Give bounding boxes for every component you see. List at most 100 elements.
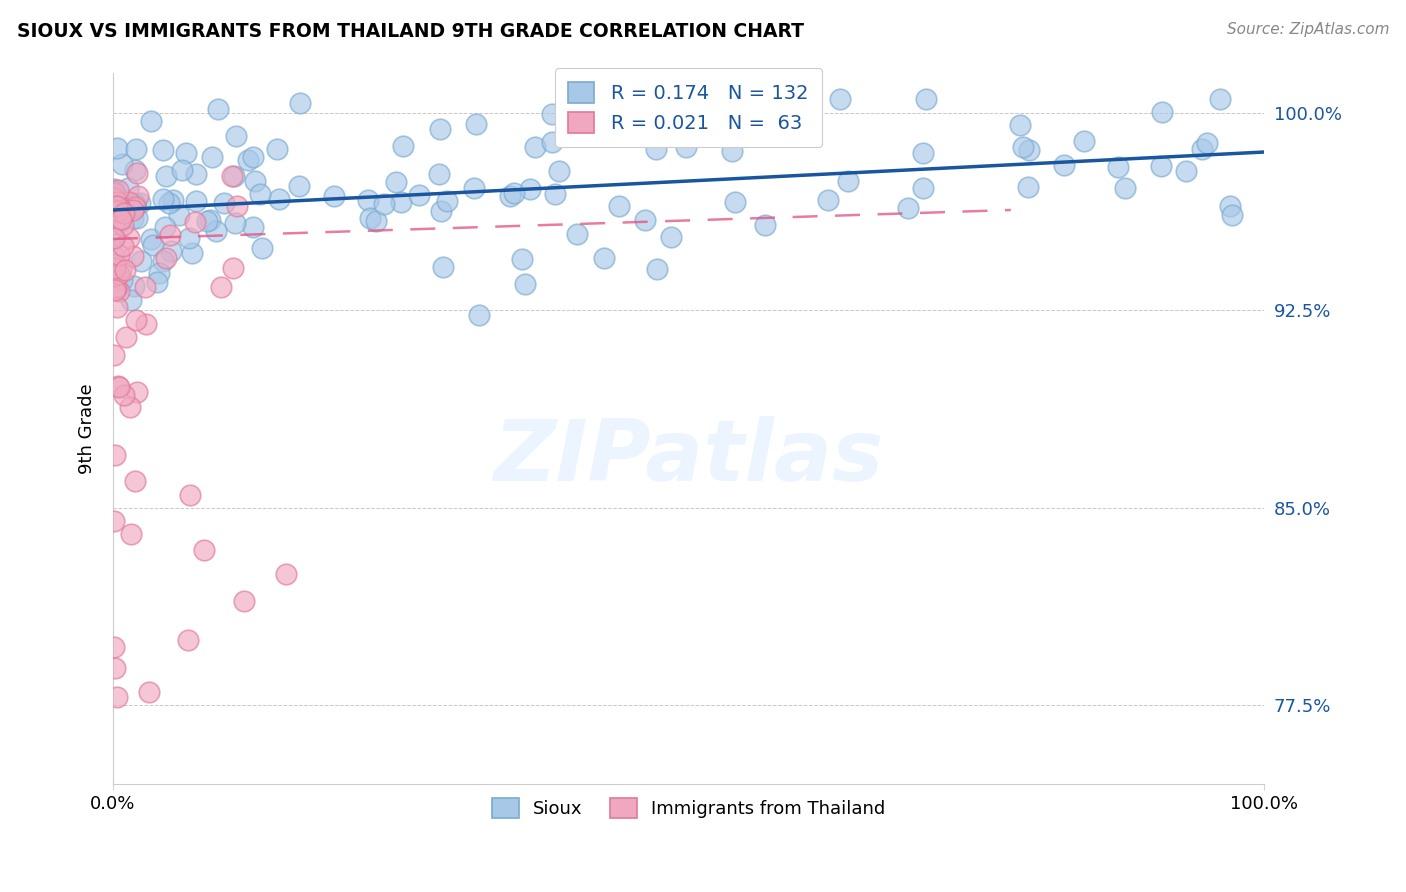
Point	[110, 211, 132, 226]
Point	[124, 475, 146, 489]
Point	[200, 213, 222, 227]
Point	[754, 218, 776, 232]
Point	[430, 203, 453, 218]
Point	[117, 181, 139, 195]
Point	[1107, 161, 1129, 175]
Point	[204, 224, 226, 238]
Point	[389, 195, 412, 210]
Point	[103, 231, 125, 245]
Y-axis label: 9th Grade: 9th Grade	[79, 384, 96, 474]
Point	[104, 448, 127, 462]
Point	[141, 114, 163, 128]
Point	[105, 194, 128, 209]
Point	[463, 181, 485, 195]
Point	[1018, 143, 1040, 157]
Point	[236, 153, 259, 167]
Point	[157, 196, 180, 211]
Point	[1053, 158, 1076, 172]
Point	[107, 378, 129, 392]
Point	[373, 196, 395, 211]
Point	[555, 104, 578, 119]
Point	[155, 169, 177, 183]
Legend: Sioux, Immigrants from Thailand: Sioux, Immigrants from Thailand	[484, 791, 893, 825]
Point	[104, 199, 127, 213]
Point	[432, 260, 454, 275]
Point	[162, 193, 184, 207]
Point	[645, 142, 668, 156]
Point	[912, 146, 935, 161]
Point	[1209, 92, 1232, 106]
Point	[544, 186, 567, 201]
Point	[127, 166, 149, 180]
Point	[103, 205, 125, 219]
Point	[107, 380, 129, 394]
Point	[103, 640, 125, 655]
Point	[427, 167, 450, 181]
Point	[108, 211, 131, 226]
Point	[675, 140, 697, 154]
Point	[138, 685, 160, 699]
Point	[207, 103, 229, 117]
Point	[112, 205, 135, 219]
Point	[830, 92, 852, 106]
Point	[129, 254, 152, 268]
Point	[429, 122, 451, 136]
Point	[659, 229, 682, 244]
Point	[180, 245, 202, 260]
Point	[134, 279, 156, 293]
Point	[105, 198, 128, 212]
Text: SIOUX VS IMMIGRANTS FROM THAILAND 9TH GRADE CORRELATION CHART: SIOUX VS IMMIGRANTS FROM THAILAND 9TH GR…	[17, 22, 804, 41]
Point	[120, 527, 142, 541]
Point	[124, 200, 146, 214]
Point	[359, 211, 381, 226]
Point	[1149, 159, 1171, 173]
Point	[540, 136, 562, 150]
Point	[186, 194, 208, 208]
Point	[176, 146, 198, 161]
Point	[184, 168, 207, 182]
Text: Source: ZipAtlas.com: Source: ZipAtlas.com	[1226, 22, 1389, 37]
Point	[114, 263, 136, 277]
Point	[211, 280, 233, 294]
Point	[105, 199, 128, 213]
Point	[105, 300, 128, 314]
Point	[1152, 104, 1174, 119]
Point	[249, 186, 271, 201]
Point	[503, 186, 526, 200]
Point	[510, 252, 533, 266]
Point	[1219, 198, 1241, 212]
Point	[436, 194, 458, 208]
Point	[499, 189, 522, 203]
Point	[1175, 164, 1198, 178]
Point	[593, 251, 616, 265]
Point	[103, 269, 125, 284]
Point	[1191, 142, 1213, 156]
Point	[103, 348, 125, 362]
Point	[118, 194, 141, 209]
Point	[897, 201, 920, 215]
Point	[915, 92, 938, 106]
Point	[250, 241, 273, 255]
Point	[226, 199, 249, 213]
Point	[392, 139, 415, 153]
Point	[184, 215, 207, 229]
Point	[125, 312, 148, 326]
Point	[1197, 136, 1219, 150]
Point	[242, 219, 264, 234]
Point	[135, 317, 157, 331]
Point	[222, 260, 245, 275]
Point	[1220, 208, 1243, 222]
Point	[120, 293, 142, 307]
Point	[111, 157, 134, 171]
Point	[721, 144, 744, 158]
Point	[127, 189, 149, 203]
Point	[103, 514, 125, 528]
Point	[155, 252, 177, 266]
Point	[107, 267, 129, 281]
Point	[408, 187, 430, 202]
Point	[548, 163, 571, 178]
Point	[177, 231, 200, 245]
Point	[122, 279, 145, 293]
Point	[103, 184, 125, 198]
Point	[107, 285, 129, 299]
